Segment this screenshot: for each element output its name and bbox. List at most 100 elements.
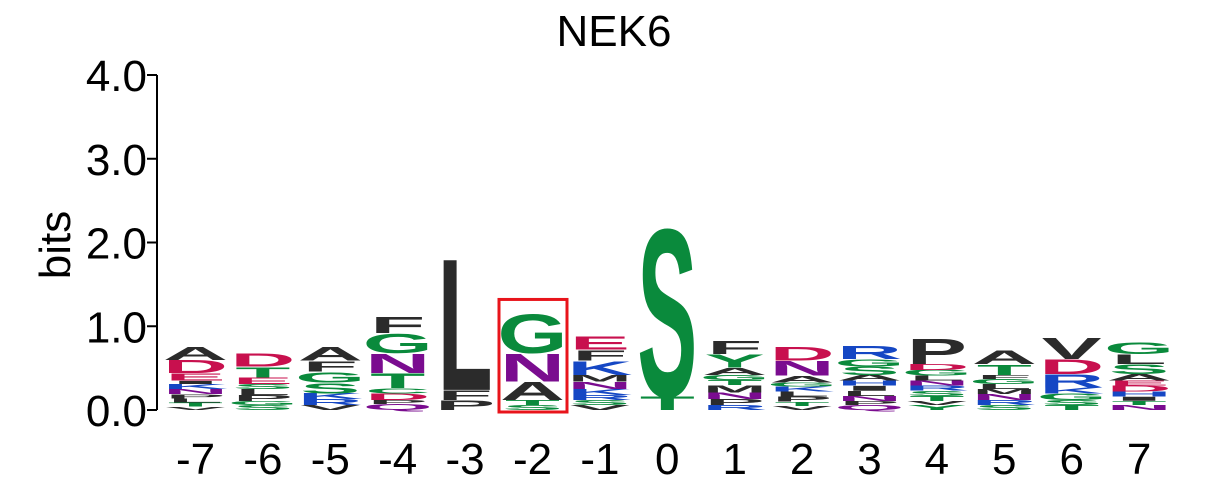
y-tick-label: 3.0	[86, 136, 147, 185]
logo-letter-G: G	[497, 302, 567, 365]
logo-letter-L: L	[168, 397, 223, 404]
logo-letter-L: L	[775, 390, 830, 398]
logo-letter-S: S	[300, 380, 360, 397]
logo-letter-F: F	[572, 347, 627, 364]
logo-letter-D: D	[1039, 355, 1104, 378]
logo-letter-R: R	[904, 384, 969, 392]
logo-letter-N: N	[770, 357, 835, 380]
chart-title: NEK6	[557, 7, 672, 56]
x-tick-label: 0	[655, 435, 679, 484]
logo-letter-Y: Y	[907, 404, 967, 412]
logo-letter-I: I	[1108, 396, 1171, 403]
logo-letter-R: R	[837, 342, 902, 363]
logo-letter-K: K	[163, 383, 228, 391]
logo-letter-A: A	[298, 343, 363, 365]
logo-letter-N: N	[163, 388, 228, 396]
logo-letter-G: G	[902, 368, 972, 377]
logo-letter-A: A	[770, 374, 835, 384]
logo-letter-E: E	[233, 376, 293, 386]
logo-letter-S: S	[233, 404, 293, 412]
x-tick-label: 1	[722, 435, 746, 484]
logo-letter-P: P	[368, 399, 428, 406]
logo-letter-K: K	[1039, 386, 1104, 395]
logo-letter-G: G	[363, 328, 433, 359]
y-axis: 0.0 1.0 2.0 3.0 4.0	[86, 52, 158, 436]
logo-letter-A: A	[500, 377, 565, 406]
logo-letter-G: G	[228, 400, 298, 407]
logo-letter-G: G	[969, 378, 1039, 386]
logo-letter-N: N	[365, 348, 430, 379]
logo-letter-L: L	[977, 383, 1032, 391]
logo-letter-N: N	[1107, 404, 1172, 412]
logo-letter-E: E	[165, 371, 225, 383]
logo-letter-S: S	[839, 364, 899, 377]
logo-letter-F: F	[707, 337, 762, 358]
logo-letter-D: D	[770, 343, 835, 365]
logo-letter-S: S	[1109, 361, 1169, 377]
highlight-rectangle	[497, 297, 569, 414]
logo-letter-L: L	[438, 220, 493, 431]
logo-letter-S: S	[907, 389, 967, 397]
logo-letter-M: M	[973, 388, 1036, 396]
x-tick-label: -1	[580, 435, 619, 484]
logo-letter-A: A	[1107, 372, 1172, 382]
x-tick-label: 2	[790, 435, 814, 484]
logo-letter-R: R	[1039, 370, 1104, 391]
x-tick-label: 5	[992, 435, 1016, 484]
logo-letter-A: A	[972, 346, 1037, 368]
logo-letter-A: A	[163, 343, 228, 364]
logo-letter-P: P	[772, 395, 832, 403]
logo-letter-R: R	[702, 404, 767, 412]
logo-letter-T: T	[370, 369, 425, 392]
logo-letter-N: N	[500, 346, 565, 390]
logo-letter-R: R	[972, 399, 1037, 407]
logo-letter-T: T	[1044, 404, 1099, 412]
logo-letter-T: T	[775, 401, 830, 408]
x-tick-label: 7	[1127, 435, 1151, 484]
logo-letter-P: P	[907, 331, 967, 371]
logo-letter-P: P	[839, 400, 899, 407]
y-tick-label: 2.0	[86, 220, 147, 269]
logo-letter-G: G	[835, 357, 905, 369]
logo-letter-M: M	[703, 383, 766, 395]
logo-letter-K: K	[770, 385, 835, 393]
logo-letter-F: F	[370, 312, 425, 338]
logo-letter-T: T	[1112, 400, 1167, 407]
logo-letter-L: L	[842, 389, 897, 397]
logo-letter-T: T	[168, 401, 223, 408]
x-tick-label: -4	[378, 435, 417, 484]
logo-letter-S: S	[570, 399, 630, 407]
logo-letter-R: R	[567, 394, 632, 402]
logo-letter-P: P	[165, 393, 225, 400]
logo-letter-Q: Q	[363, 403, 433, 412]
logo-letter-A: A	[702, 365, 767, 377]
logo-letter-A: A	[837, 373, 902, 382]
logo-letter-K: K	[567, 388, 632, 397]
logo-letter-D: D	[365, 392, 430, 402]
logo-letter-G: G	[700, 374, 770, 382]
logo-letter-T: T	[640, 392, 695, 414]
logo-letter-V: V	[570, 404, 631, 412]
logo-letter-V: V	[772, 405, 833, 412]
logo-letter-D: D	[1107, 384, 1172, 393]
logo-letter-T: T	[707, 379, 762, 387]
highlight-box	[497, 297, 569, 414]
logo-letter-E: E	[570, 333, 630, 354]
logo-letter-T: T	[909, 394, 964, 402]
stack-position--3: PFL	[435, 220, 495, 431]
logo-letter-S: S	[233, 383, 293, 391]
logo-letter-V: V	[1042, 332, 1102, 366]
x-tick-label: -2	[513, 435, 552, 484]
logo-letter-I: I	[164, 380, 227, 385]
logo-letter-L: L	[235, 388, 290, 397]
x-tick-label: -5	[311, 435, 350, 484]
